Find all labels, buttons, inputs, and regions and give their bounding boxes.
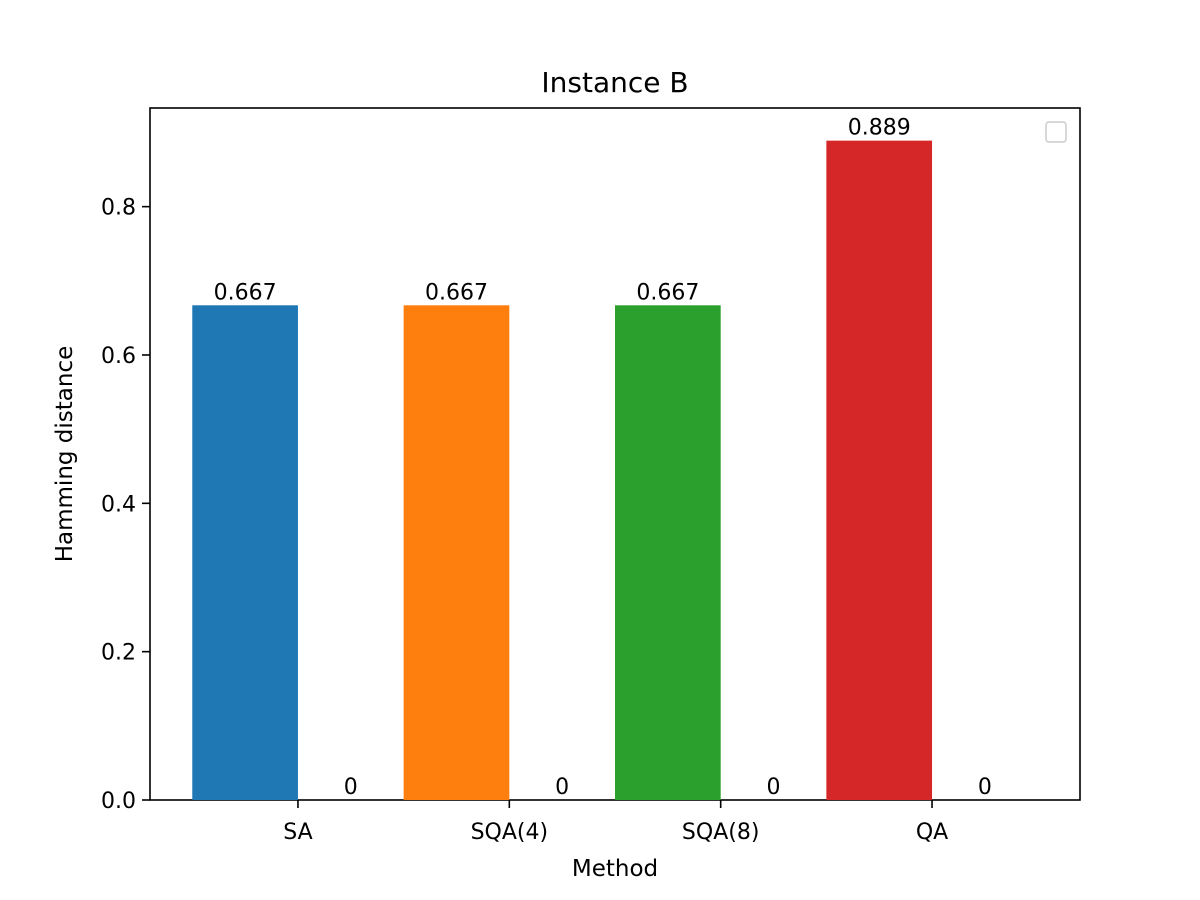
data-label-sqa-8-right: 0 xyxy=(767,775,781,800)
y-tick-label-1: 0.0 xyxy=(101,789,136,814)
chart-title: Instance B xyxy=(541,66,688,99)
y-tick-label-5: 0.8 xyxy=(101,196,136,221)
data-label-qa-left: 0.889 xyxy=(848,116,911,141)
data-label-sqa-4-left: 0.667 xyxy=(425,280,488,305)
data-label-sqa-8-left: 0.667 xyxy=(636,280,699,305)
x-tick-label-3: SQA(8) xyxy=(682,820,760,845)
y-axis-label: Hamming distance xyxy=(52,346,78,563)
bar-sqa-8-left xyxy=(615,305,721,800)
x-tick-label-4: QA xyxy=(916,820,948,845)
x-axis-ticks: SA SQA(4) SQA(8) QA xyxy=(283,800,948,845)
data-label-sa-left: 0.667 xyxy=(214,280,277,305)
bars-layer xyxy=(192,140,933,800)
y-tick-label-2: 0.2 xyxy=(101,641,136,666)
legend-box xyxy=(1045,121,1067,143)
x-tick-label-2: SQA(4) xyxy=(471,820,549,845)
bar-sa-left xyxy=(192,305,298,800)
y-axis-ticks: 0.0 0.2 0.4 0.6 0.8 xyxy=(101,196,150,814)
data-labels-layer: 0.667 0 0.667 0 0.667 0 0.889 0 xyxy=(214,116,992,800)
x-axis-label: Method xyxy=(572,856,658,882)
bar-qa-left xyxy=(826,140,933,800)
x-tick-label-1: SA xyxy=(283,820,312,845)
data-label-sqa-4-right: 0 xyxy=(555,775,569,800)
data-label-sa-right: 0 xyxy=(344,775,358,800)
bar-sqa-4-left xyxy=(403,305,510,800)
data-label-qa-right: 0 xyxy=(978,775,992,800)
y-tick-label-3: 0.4 xyxy=(101,492,136,517)
y-tick-label-4: 0.6 xyxy=(101,344,136,369)
